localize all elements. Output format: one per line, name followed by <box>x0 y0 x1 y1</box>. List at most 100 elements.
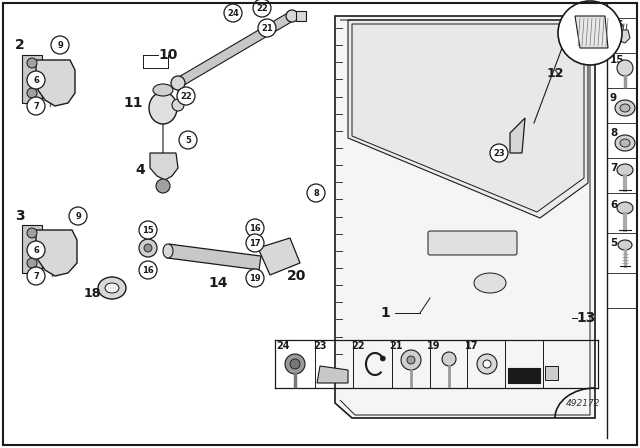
Circle shape <box>246 269 264 287</box>
Polygon shape <box>335 16 595 418</box>
Polygon shape <box>575 16 608 48</box>
Text: 492172: 492172 <box>566 399 600 408</box>
Circle shape <box>246 219 264 237</box>
Text: 16: 16 <box>142 266 154 275</box>
Circle shape <box>156 179 170 193</box>
Circle shape <box>27 228 37 238</box>
Polygon shape <box>150 153 178 180</box>
Circle shape <box>617 60 633 76</box>
Text: 15: 15 <box>142 225 154 234</box>
Circle shape <box>401 350 421 370</box>
Ellipse shape <box>286 10 298 22</box>
Text: 22: 22 <box>351 341 365 351</box>
Circle shape <box>27 97 45 115</box>
Circle shape <box>172 99 184 111</box>
Polygon shape <box>510 118 525 153</box>
Text: 17: 17 <box>465 341 479 351</box>
Text: 24: 24 <box>276 341 290 351</box>
Circle shape <box>483 360 491 368</box>
Text: 6: 6 <box>610 200 617 210</box>
Ellipse shape <box>149 92 177 124</box>
Circle shape <box>290 359 300 369</box>
Circle shape <box>224 4 242 22</box>
Text: 21: 21 <box>389 341 403 351</box>
Circle shape <box>177 87 195 105</box>
Text: 9: 9 <box>57 40 63 49</box>
Polygon shape <box>258 238 300 275</box>
Text: 8: 8 <box>610 128 617 138</box>
Text: 15: 15 <box>610 55 625 65</box>
Ellipse shape <box>163 244 173 258</box>
Ellipse shape <box>105 283 119 293</box>
Text: 24: 24 <box>227 9 239 17</box>
Text: 16: 16 <box>249 224 261 233</box>
Ellipse shape <box>617 202 633 214</box>
Ellipse shape <box>617 164 633 176</box>
Text: 23: 23 <box>313 341 327 351</box>
Text: 19: 19 <box>249 273 261 283</box>
Circle shape <box>139 239 157 257</box>
Text: 13: 13 <box>576 311 596 325</box>
Circle shape <box>285 354 305 374</box>
Text: 9: 9 <box>610 93 617 103</box>
Text: 9: 9 <box>75 211 81 220</box>
Ellipse shape <box>618 240 632 250</box>
Text: 5: 5 <box>185 135 191 145</box>
Circle shape <box>27 267 45 285</box>
FancyBboxPatch shape <box>428 231 517 255</box>
Circle shape <box>407 356 415 364</box>
Text: 10: 10 <box>158 48 178 62</box>
Text: 17: 17 <box>249 238 261 247</box>
Ellipse shape <box>615 100 635 116</box>
Circle shape <box>477 354 497 374</box>
Bar <box>22 225 42 273</box>
Ellipse shape <box>171 76 185 90</box>
Circle shape <box>139 261 157 279</box>
Circle shape <box>69 207 87 225</box>
Polygon shape <box>348 20 588 218</box>
Circle shape <box>144 244 152 252</box>
Circle shape <box>558 1 622 65</box>
Ellipse shape <box>474 273 506 293</box>
Text: 12: 12 <box>547 66 564 79</box>
Circle shape <box>27 258 37 268</box>
Circle shape <box>246 234 264 252</box>
Text: 6: 6 <box>33 246 39 254</box>
Ellipse shape <box>98 277 126 299</box>
Ellipse shape <box>620 139 630 147</box>
Text: 11: 11 <box>124 96 143 110</box>
Text: 1: 1 <box>380 306 390 320</box>
Text: 7: 7 <box>610 163 618 173</box>
Circle shape <box>442 352 456 366</box>
Text: 18: 18 <box>83 287 100 300</box>
Circle shape <box>490 144 508 162</box>
Polygon shape <box>317 366 348 383</box>
Circle shape <box>253 0 271 17</box>
Text: 3: 3 <box>15 209 25 223</box>
Circle shape <box>27 88 37 98</box>
Ellipse shape <box>153 84 173 96</box>
Polygon shape <box>36 60 75 106</box>
Circle shape <box>27 58 37 68</box>
Polygon shape <box>177 11 293 88</box>
Text: 4: 4 <box>135 163 145 177</box>
Bar <box>22 55 42 103</box>
Polygon shape <box>614 30 630 43</box>
Ellipse shape <box>620 104 630 112</box>
Text: 7: 7 <box>33 102 39 111</box>
Ellipse shape <box>615 135 635 151</box>
Bar <box>296 11 306 21</box>
Circle shape <box>380 356 385 361</box>
Circle shape <box>139 221 157 239</box>
Polygon shape <box>36 230 77 276</box>
Text: 2: 2 <box>15 38 25 52</box>
Text: 22: 22 <box>180 91 192 100</box>
Circle shape <box>27 71 45 89</box>
Circle shape <box>179 131 197 149</box>
Text: 8: 8 <box>313 189 319 198</box>
Polygon shape <box>352 24 584 212</box>
Circle shape <box>258 19 276 37</box>
Text: 20: 20 <box>287 269 307 283</box>
Polygon shape <box>545 366 558 380</box>
Text: 23: 23 <box>493 148 505 158</box>
